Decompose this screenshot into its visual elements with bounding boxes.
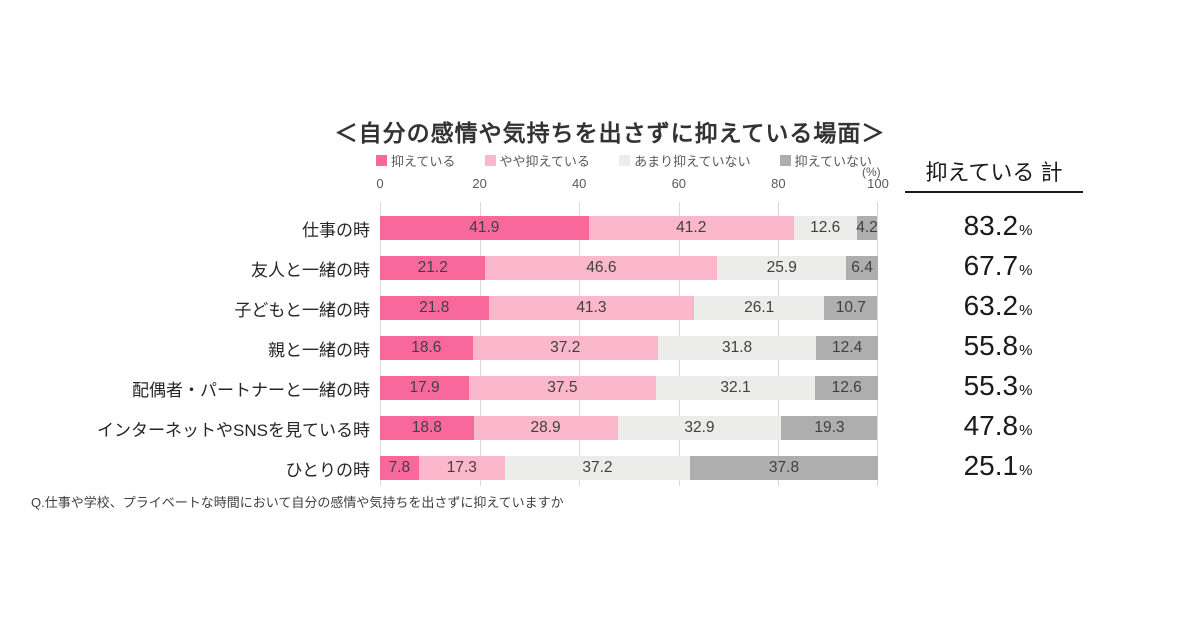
bar-row-alone: ひとりの時 7.8 17.3 37.2 37.8 25.1% bbox=[0, 451, 1200, 483]
total-value: 47.8% bbox=[908, 411, 1088, 443]
segment-not-much-suppressing: 25.9 bbox=[717, 256, 847, 280]
bar-row-friends: 友人と一緒の時 21.2 46.6 25.9 6.4 67.7% bbox=[0, 251, 1200, 283]
legend-label: 抑えている bbox=[391, 154, 456, 169]
total-value: 25.1% bbox=[908, 451, 1088, 483]
bar-row-work: 仕事の時 41.9 41.2 12.6 4.2 83.2% bbox=[0, 211, 1200, 243]
segment-not-suppressing: 6.4 bbox=[846, 256, 878, 280]
total-number: 67.7 bbox=[963, 249, 1019, 281]
total-number: 63.2 bbox=[963, 289, 1019, 321]
stacked-bar: 21.8 41.3 26.1 10.7 bbox=[380, 296, 878, 320]
stacked-bar: 18.8 28.9 32.9 19.3 bbox=[380, 416, 878, 440]
total-value: 67.7% bbox=[908, 251, 1088, 283]
axis-tick-60: 60 bbox=[671, 176, 687, 191]
legend-swatch-not-much-suppressing-icon bbox=[619, 155, 631, 166]
legend-item-not-suppressing: 抑えていない bbox=[779, 151, 872, 170]
segment-not-suppressing: 4.2 bbox=[856, 216, 878, 240]
total-value: 55.8% bbox=[908, 331, 1088, 363]
segment-not-much-suppressing: 31.8 bbox=[657, 336, 817, 360]
segment-not-suppressing: 10.7 bbox=[824, 296, 878, 320]
segment-somewhat-suppressing: 41.3 bbox=[488, 296, 695, 320]
segment-suppressing: 17.9 bbox=[380, 376, 470, 400]
legend-swatch-somewhat-suppressing-icon bbox=[484, 155, 496, 166]
total-number: 55.3 bbox=[963, 369, 1019, 401]
bar-row-internet-sns: インターネットやSNSを見ている時 18.8 28.9 32.9 19.3 47… bbox=[0, 411, 1200, 443]
segment-not-much-suppressing: 32.1 bbox=[655, 376, 816, 400]
segment-somewhat-suppressing: 17.3 bbox=[418, 456, 505, 480]
legend-swatch-suppressing-icon bbox=[376, 155, 387, 166]
segment-somewhat-suppressing: 37.5 bbox=[469, 376, 656, 400]
total-percent-sign: % bbox=[1019, 461, 1033, 479]
segment-not-much-suppressing: 12.6 bbox=[793, 216, 857, 240]
legend-item-not-much-suppressing: あまり抑えていない bbox=[619, 151, 750, 170]
segment-suppressing: 7.8 bbox=[380, 456, 419, 480]
segment-suppressing: 21.8 bbox=[380, 296, 489, 320]
segment-somewhat-suppressing: 41.2 bbox=[588, 216, 794, 240]
segment-suppressing: 21.2 bbox=[380, 256, 486, 280]
stacked-bar: 21.2 46.6 25.9 6.4 bbox=[380, 256, 878, 280]
segment-not-much-suppressing: 32.9 bbox=[617, 416, 782, 440]
segment-suppressing: 41.9 bbox=[380, 216, 589, 240]
segment-somewhat-suppressing: 28.9 bbox=[473, 416, 618, 440]
total-value: 63.2% bbox=[908, 291, 1088, 323]
stacked-bar: 17.9 37.5 32.1 12.6 bbox=[380, 376, 878, 400]
total-value: 83.2% bbox=[908, 211, 1088, 243]
total-percent-sign: % bbox=[1019, 341, 1033, 359]
legend-label: あまり抑えていない bbox=[634, 154, 751, 169]
legend-label: 抑えていない bbox=[794, 154, 872, 169]
segment-not-much-suppressing: 26.1 bbox=[694, 296, 825, 320]
chart-title: ＜自分の感情や気持ちを出さずに抑えている場面＞ bbox=[334, 120, 886, 146]
total-number: 55.8 bbox=[963, 329, 1019, 361]
segment-not-suppressing: 12.4 bbox=[816, 336, 878, 360]
total-number: 47.8 bbox=[963, 409, 1019, 441]
segment-not-suppressing: 19.3 bbox=[781, 416, 878, 440]
segment-not-suppressing: 12.6 bbox=[815, 376, 878, 400]
segment-somewhat-suppressing: 46.6 bbox=[485, 256, 718, 280]
total-number: 25.1 bbox=[963, 449, 1019, 481]
segment-suppressing: 18.8 bbox=[380, 416, 474, 440]
total-number: 83.2 bbox=[963, 209, 1019, 241]
total-percent-sign: % bbox=[1019, 261, 1033, 279]
axis-unit-label: (%) bbox=[862, 165, 881, 179]
segment-somewhat-suppressing: 37.2 bbox=[472, 336, 658, 360]
legend-item-suppressing: 抑えている bbox=[376, 151, 455, 170]
legend-item-somewhat-suppressing: やや抑えている bbox=[484, 151, 590, 170]
bar-row-parents: 親と一緒の時 18.6 37.2 31.8 12.4 55.8% bbox=[0, 331, 1200, 363]
legend-swatch-not-suppressing-icon bbox=[779, 155, 791, 166]
axis-tick-20: 20 bbox=[472, 176, 487, 191]
total-percent-sign: % bbox=[1019, 421, 1033, 439]
total-value: 55.3% bbox=[908, 371, 1088, 403]
axis-tick-0: 0 bbox=[376, 176, 384, 191]
category-label: ひとりの時 bbox=[285, 460, 371, 480]
stacked-bar: 41.9 41.2 12.6 4.2 bbox=[380, 216, 878, 240]
segment-not-suppressing: 37.8 bbox=[689, 456, 879, 480]
axis-tick-100: 100 bbox=[867, 176, 889, 191]
survey-question-footnote: Q.仕事や学校、プライベートな時間において自分の感情や気持ちを出さずに抑えていま… bbox=[31, 495, 564, 510]
summary-header: 抑えている 計 bbox=[905, 155, 1083, 193]
segment-suppressing: 18.6 bbox=[380, 336, 473, 360]
total-percent-sign: % bbox=[1019, 381, 1033, 399]
total-percent-sign: % bbox=[1019, 301, 1033, 319]
segment-not-much-suppressing: 37.2 bbox=[504, 456, 690, 480]
category-label: 友人と一緒の時 bbox=[251, 260, 370, 280]
legend: 抑えている やや抑えている あまり抑えていない 抑えていない bbox=[376, 151, 872, 170]
category-label: 子どもと一緒の時 bbox=[234, 300, 370, 320]
category-label: インターネットやSNSを見ている時 bbox=[97, 420, 370, 440]
category-label: 配偶者・パートナーと一緒の時 bbox=[132, 380, 370, 400]
legend-label: やや抑えている bbox=[499, 154, 590, 169]
total-percent-sign: % bbox=[1019, 221, 1033, 239]
bar-row-partner: 配偶者・パートナーと一緒の時 17.9 37.5 32.1 12.6 55.3% bbox=[0, 371, 1200, 403]
axis-tick-40: 40 bbox=[571, 176, 587, 191]
axis-tick-80: 80 bbox=[771, 176, 786, 191]
stacked-bar: 7.8 17.3 37.2 37.8 bbox=[380, 456, 879, 480]
bar-row-children: 子どもと一緒の時 21.8 41.3 26.1 10.7 63.2% bbox=[0, 291, 1200, 323]
stacked-bar: 18.6 37.2 31.8 12.4 bbox=[380, 336, 878, 360]
category-label: 仕事の時 bbox=[302, 220, 370, 240]
category-label: 親と一緒の時 bbox=[268, 340, 370, 360]
